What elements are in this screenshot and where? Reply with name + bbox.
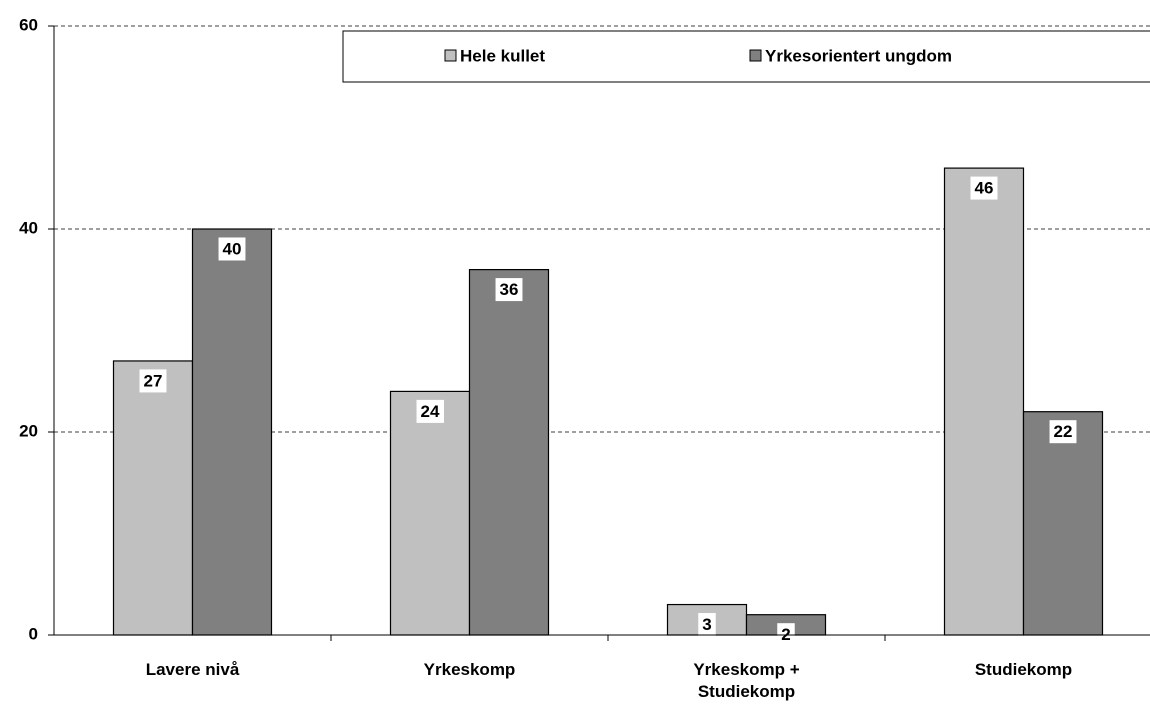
data-label-bg xyxy=(139,369,167,393)
legend-label: Yrkesorientert ungdom xyxy=(765,46,952,65)
y-tick-label: 40 xyxy=(19,218,38,237)
bar xyxy=(468,269,550,636)
bar xyxy=(389,390,471,636)
x-tick-label: Studiekomp xyxy=(974,660,1073,679)
bar xyxy=(1022,411,1104,636)
bar xyxy=(943,167,1025,636)
data-label-bg xyxy=(416,399,444,423)
data-label: 46 xyxy=(975,179,994,198)
y-tick-label: 0 xyxy=(29,624,38,643)
y-tick-label: 20 xyxy=(19,421,38,440)
data-label-bg xyxy=(970,176,998,200)
x-tick-label: Yrkeskomp xyxy=(423,660,516,679)
x-tick-label: Lavere nivå xyxy=(145,660,240,679)
data-label: 27 xyxy=(144,371,163,390)
legend-swatch xyxy=(749,49,762,62)
data-label: 40 xyxy=(223,239,242,258)
legend-swatch xyxy=(444,49,457,62)
data-label-bg xyxy=(218,237,246,261)
data-label-bg xyxy=(1049,420,1077,444)
data-label-bg xyxy=(495,278,523,302)
data-label-bg xyxy=(698,613,716,637)
bar xyxy=(191,228,273,636)
legend-box xyxy=(342,30,1150,83)
data-label: 3 xyxy=(702,615,711,634)
legend-label: Hele kullet xyxy=(460,46,545,65)
data-label: 36 xyxy=(500,280,519,299)
y-tick-label: 60 xyxy=(19,15,38,34)
x-tick-label: Yrkeskomp + Studiekomp xyxy=(693,660,800,701)
bar xyxy=(112,360,194,636)
data-label: 22 xyxy=(1054,422,1073,441)
data-label: 24 xyxy=(421,402,440,421)
